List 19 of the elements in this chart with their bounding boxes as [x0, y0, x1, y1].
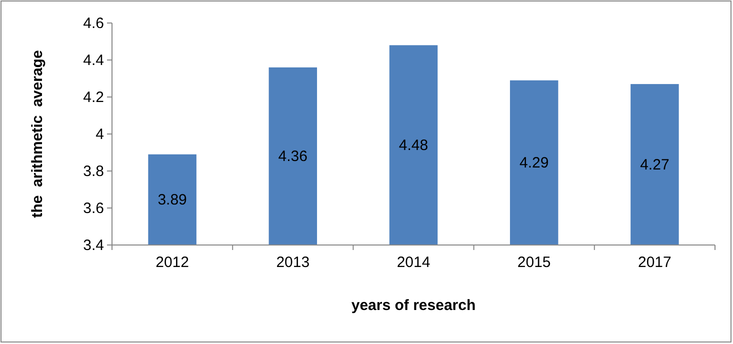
y-tick-label: 4.6	[83, 15, 104, 32]
x-tick-label: 2012	[156, 254, 189, 271]
x-tick-label: 2017	[638, 254, 672, 271]
y-tick-label: 3.4	[83, 237, 104, 254]
y-axis-title: the arithmetic average	[29, 50, 46, 218]
x-tick-label: 2014	[396, 254, 430, 271]
x-axis-title: years of research	[351, 297, 476, 314]
data-label: 4.29	[520, 154, 549, 172]
data-label: 3.89	[158, 192, 187, 209]
y-tick-label: 3.8	[83, 163, 104, 180]
y-tick-label: 4	[96, 126, 104, 143]
data-label: 4.36	[278, 148, 308, 166]
x-tick-label: 2015	[517, 254, 551, 271]
data-label: 4.27	[640, 156, 670, 174]
y-tick-label: 3.6	[83, 200, 104, 217]
x-tick-label: 2013	[276, 254, 310, 271]
y-tick-label: 4.2	[83, 89, 104, 106]
y-tick-label: 4.4	[83, 52, 104, 69]
data-label: 4.48	[398, 137, 428, 154]
